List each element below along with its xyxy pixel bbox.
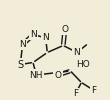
Text: N: N (30, 30, 37, 39)
Text: O: O (61, 24, 68, 34)
Text: S: S (17, 60, 23, 70)
Text: NH: NH (30, 70, 43, 80)
Text: N: N (74, 48, 80, 57)
Text: N: N (42, 34, 49, 42)
Text: O: O (55, 70, 62, 80)
Text: F: F (73, 90, 78, 98)
Text: F: F (92, 86, 97, 95)
Text: N: N (19, 40, 26, 49)
Text: HO: HO (76, 60, 90, 69)
